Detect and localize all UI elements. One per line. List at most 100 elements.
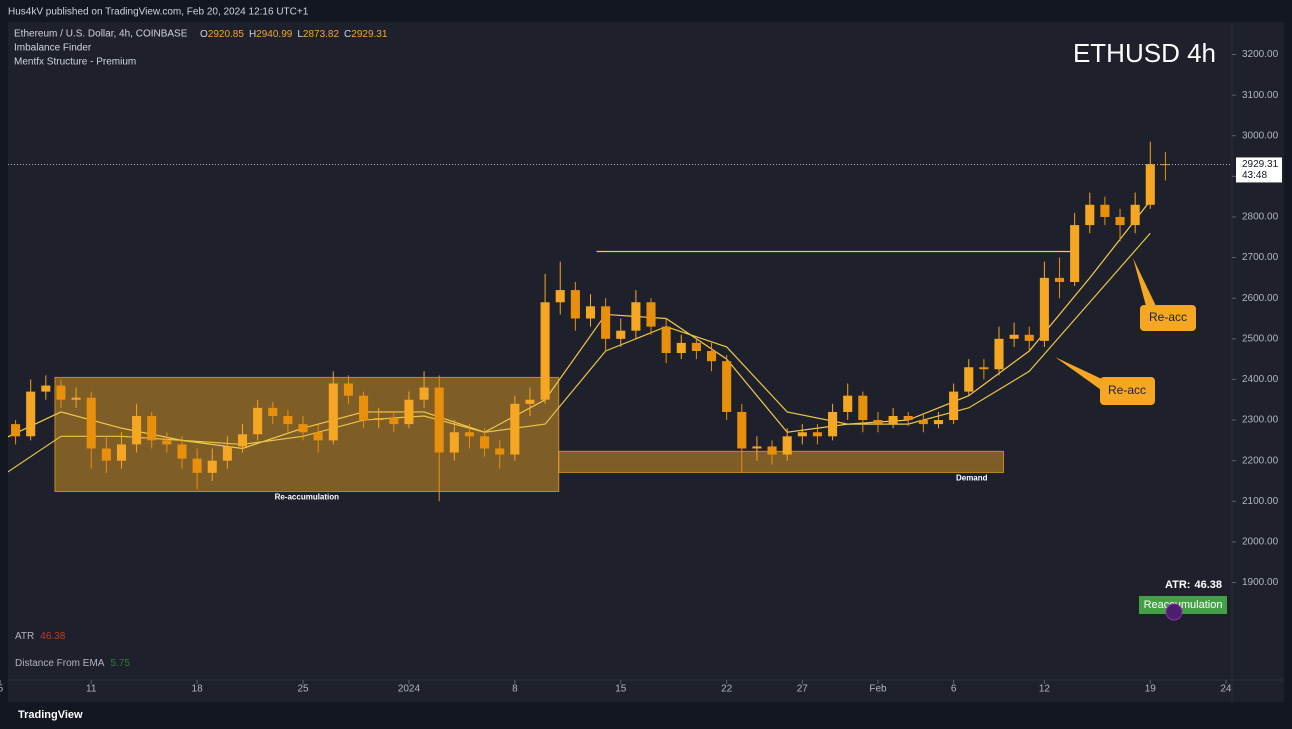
y-tick-label: 3100.00 <box>1242 90 1279 101</box>
pane-value: 5.75 <box>110 658 130 669</box>
candle-body <box>26 391 36 437</box>
candle-body <box>41 385 51 392</box>
pane-label: ATR <box>15 631 34 642</box>
publisher: Hus4kV published on TradingView.com, Feb… <box>8 7 309 18</box>
candle-body <box>313 432 323 441</box>
candle-body <box>585 306 596 319</box>
ohlc-legend: O2920.85 H2940.99 L2873.82 C2929.31 <box>200 29 388 40</box>
candle-body <box>419 387 429 400</box>
candle-body <box>676 342 686 354</box>
candle-body <box>510 403 520 455</box>
candle-body <box>268 407 278 416</box>
x-tick-label: 12 <box>1039 684 1051 695</box>
candle-body <box>933 420 944 425</box>
candle-body <box>298 424 308 433</box>
indicator: Imbalance Finder <box>14 43 92 54</box>
candle-body <box>525 399 535 404</box>
y-tick-label: 2800.00 <box>1242 212 1279 223</box>
ohlc-value: 2920.85 <box>208 29 245 40</box>
candle-body <box>858 395 868 421</box>
last-price-label: 2929.31 <box>1242 159 1279 170</box>
candle-body <box>1145 164 1155 205</box>
callout-box <box>1140 305 1196 331</box>
y-tick-label: 3200.00 <box>1242 49 1279 60</box>
svg-text:ATR:46.38: ATR: 46.38 <box>1165 579 1222 591</box>
footer-brand: TradingView <box>18 709 83 721</box>
symbol: Ethereum / U.S. Dollar, 4h, COINBASE <box>14 29 188 40</box>
x-tick-label: 24 <box>1220 684 1232 695</box>
plot-area <box>8 22 1284 702</box>
candle-body <box>464 432 474 437</box>
candle-body <box>1100 204 1110 217</box>
candle-body <box>752 446 762 449</box>
candle-body <box>116 444 127 461</box>
pane-value: 46.38 <box>40 631 65 642</box>
signal-label: Reaccumulation <box>1144 599 1223 611</box>
candle-body <box>979 367 989 370</box>
candle-body <box>86 397 96 449</box>
candle-body <box>843 395 853 412</box>
candle-body <box>253 407 263 435</box>
candle-body <box>873 420 883 425</box>
candle-body <box>222 446 232 461</box>
candle-body <box>328 383 338 441</box>
ohlc-value: 2929.31 <box>351 29 388 40</box>
x-tick-label: 27 <box>797 684 809 695</box>
ohlc-key: L <box>297 29 303 40</box>
signal-icon <box>1165 603 1183 621</box>
y-tick-label: 2000.00 <box>1242 537 1279 548</box>
candle-body <box>177 444 187 459</box>
candle-body <box>964 367 974 392</box>
candle-body <box>56 385 66 400</box>
candle-body <box>71 397 81 400</box>
candle-body <box>147 415 157 441</box>
x-tick-label: 6 <box>951 684 957 695</box>
ma-line <box>8 200 1151 450</box>
candle-body <box>691 342 701 351</box>
candle-body <box>162 440 172 445</box>
atr-value: 46.38 <box>1194 579 1222 591</box>
candle-body <box>1054 277 1065 282</box>
candle-body <box>1115 216 1125 226</box>
y-tick-label: 2400.00 <box>1242 374 1279 385</box>
candle-body <box>616 330 626 339</box>
candle-body <box>434 387 444 453</box>
signal-box <box>1139 596 1227 614</box>
y-tick-label: 3000.00 <box>1242 130 1279 141</box>
candle-body <box>706 351 717 362</box>
ma-line <box>8 232 1151 473</box>
candle-body <box>237 434 248 447</box>
zone-label: Demand <box>956 474 988 483</box>
candle-body <box>737 411 747 449</box>
candle-body <box>646 302 656 327</box>
candle-body <box>1070 225 1080 282</box>
chart-title: ETHUSD 4h <box>1073 38 1216 68</box>
candle-body <box>949 391 959 421</box>
candle-body <box>449 432 459 453</box>
x-tick-label: 15 <box>615 684 627 695</box>
candle-body <box>1039 277 1049 341</box>
candle-body <box>812 432 822 437</box>
candle-body <box>797 432 807 437</box>
zone <box>54 376 560 493</box>
candle-body <box>994 338 1004 370</box>
callout-text: Re-acc <box>1108 383 1146 397</box>
zone-label: Re-accumulation <box>275 493 340 502</box>
candle-body <box>480 436 490 449</box>
ohlc-key: O <box>200 29 208 40</box>
x-tick-label: 5 <box>0 684 4 695</box>
candle-body <box>389 418 399 425</box>
callout-pointer <box>1055 357 1104 392</box>
candle-body <box>767 446 777 455</box>
candle-body <box>1160 164 1170 166</box>
ohlc-value: 2873.82 <box>303 29 340 40</box>
y-tick-label: 2700.00 <box>1242 252 1279 263</box>
candle-body <box>888 415 898 425</box>
x-tick-label: 25 <box>297 684 309 695</box>
candle-body <box>1130 204 1140 226</box>
candle-body <box>11 424 21 437</box>
plot-layer <box>8 141 1170 502</box>
